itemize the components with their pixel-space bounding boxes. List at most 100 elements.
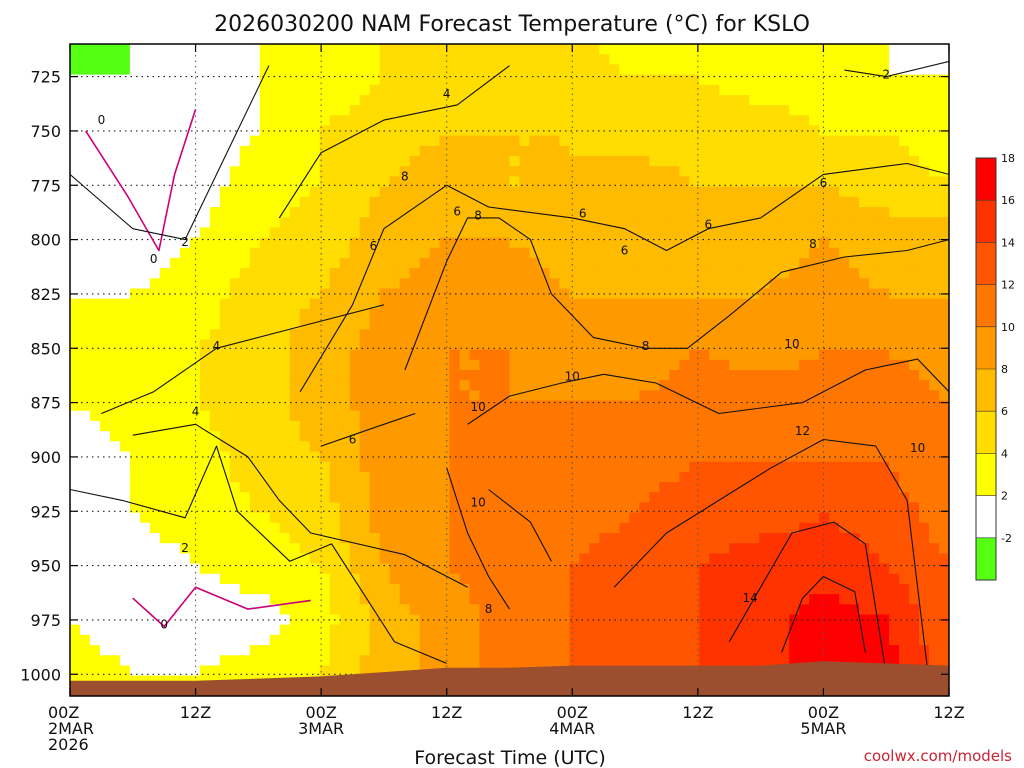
- temperature-cell: [349, 390, 361, 402]
- temperature-cell: [549, 135, 561, 147]
- temperature-cell: [679, 64, 690, 76]
- temperature-cell: [249, 288, 261, 300]
- temperature-cell: [639, 84, 650, 96]
- temperature-cell: [699, 186, 710, 198]
- temperature-cell: [759, 471, 770, 483]
- temperature-cell: [419, 400, 431, 412]
- temperature-cell: [349, 196, 361, 208]
- temperature-cell: [429, 268, 441, 279]
- temperature-cell: [789, 624, 800, 636]
- temperature-cell: [669, 359, 680, 371]
- temperature-cell: [259, 288, 271, 300]
- temperature-cell: [259, 563, 271, 575]
- temperature-cell: [759, 288, 770, 300]
- temperature-cell: [499, 634, 511, 646]
- temperature-cell: [299, 288, 311, 300]
- temperature-cell: [719, 186, 730, 198]
- temperature-cell: [699, 349, 710, 361]
- temperature-cell: [339, 634, 351, 646]
- temperature-cell: [239, 288, 251, 300]
- temperature-cell: [619, 359, 630, 371]
- temperature-cell: [499, 217, 511, 228]
- temperature-cell: [299, 563, 311, 575]
- temperature-cell: [699, 441, 710, 453]
- temperature-cell: [769, 339, 780, 351]
- temperature-cell: [599, 237, 610, 249]
- temperature-cell: [769, 604, 780, 616]
- temperature-cell: [169, 278, 181, 290]
- temperature-cell: [569, 410, 581, 422]
- temperature-cell: [299, 166, 311, 178]
- temperature-cell: [79, 634, 91, 646]
- temperature-cell: [269, 135, 281, 147]
- temperature-cell: [499, 533, 511, 544]
- temperature-cell: [379, 420, 391, 432]
- temperature-cell: [329, 268, 341, 279]
- temperature-cell: [709, 512, 720, 524]
- temperature-cell: [249, 441, 261, 453]
- temperature-cell: [209, 573, 221, 585]
- temperature-cell: [409, 64, 421, 76]
- temperature-cell: [379, 74, 391, 86]
- temperature-cell: [599, 115, 610, 127]
- temperature-cell: [249, 359, 261, 371]
- temperature-cell: [709, 298, 720, 310]
- temperature-cell: [479, 461, 491, 473]
- temperature-cell: [619, 492, 630, 504]
- temperature-cell: [639, 583, 650, 595]
- temperature-cell: [699, 74, 710, 86]
- temperature-cell: [739, 186, 750, 198]
- temperature-cell: [199, 278, 211, 290]
- temperature-cell: [409, 380, 421, 391]
- temperature-cell: [409, 166, 421, 178]
- temperature-cell: [109, 594, 121, 605]
- temperature-cell: [639, 186, 650, 198]
- temperature-cell: [839, 583, 850, 595]
- temperature-cell: [289, 420, 301, 432]
- temperature-cell: [659, 196, 670, 208]
- temperature-cell: [659, 349, 670, 361]
- temperature-cell: [489, 512, 501, 524]
- temperature-cell: [609, 655, 620, 667]
- temperature-cell: [829, 54, 840, 65]
- temperature-cell: [299, 604, 311, 616]
- temperature-cell: [409, 583, 421, 595]
- temperature-cell: [719, 522, 730, 534]
- temperature-cell: [359, 176, 371, 188]
- temperature-cell: [809, 44, 820, 55]
- temperature-cell: [99, 533, 111, 544]
- temperature-cell: [179, 359, 191, 371]
- temperature-cell: [419, 533, 431, 544]
- temperature-cell: [479, 74, 491, 86]
- temperature-cell: [779, 94, 790, 106]
- temperature-cell: [519, 64, 531, 76]
- temperature-cell: [729, 451, 740, 463]
- temperature-cell: [389, 482, 401, 493]
- temperature-cell: [619, 502, 630, 514]
- temperature-cell: [159, 461, 171, 473]
- temperature-cell: [509, 604, 521, 616]
- temperature-cell: [99, 634, 111, 646]
- temperature-cell: [189, 115, 201, 127]
- temperature-cell: [589, 156, 600, 167]
- temperature-cell: [669, 573, 680, 585]
- temperature-cell: [389, 420, 401, 432]
- temperature-cell: [239, 308, 251, 320]
- temperature-cell: [699, 533, 710, 544]
- temperature-cell: [149, 94, 161, 106]
- temperature-cell: [589, 257, 600, 269]
- temperature-cell: [399, 237, 411, 249]
- temperature-cell: [399, 105, 411, 116]
- temperature-cell: [159, 298, 171, 310]
- temperature-cell: [669, 431, 680, 442]
- temperature-cell: [189, 54, 201, 65]
- temperature-cell: [579, 471, 591, 483]
- temperature-cell: [559, 44, 571, 55]
- temperature-cell: [839, 54, 850, 65]
- temperature-cell: [829, 319, 840, 330]
- temperature-cell: [379, 634, 391, 646]
- temperature-cell: [359, 156, 371, 167]
- temperature-cell: [679, 115, 690, 127]
- temperature-cell: [739, 64, 750, 76]
- temperature-cell: [249, 156, 261, 167]
